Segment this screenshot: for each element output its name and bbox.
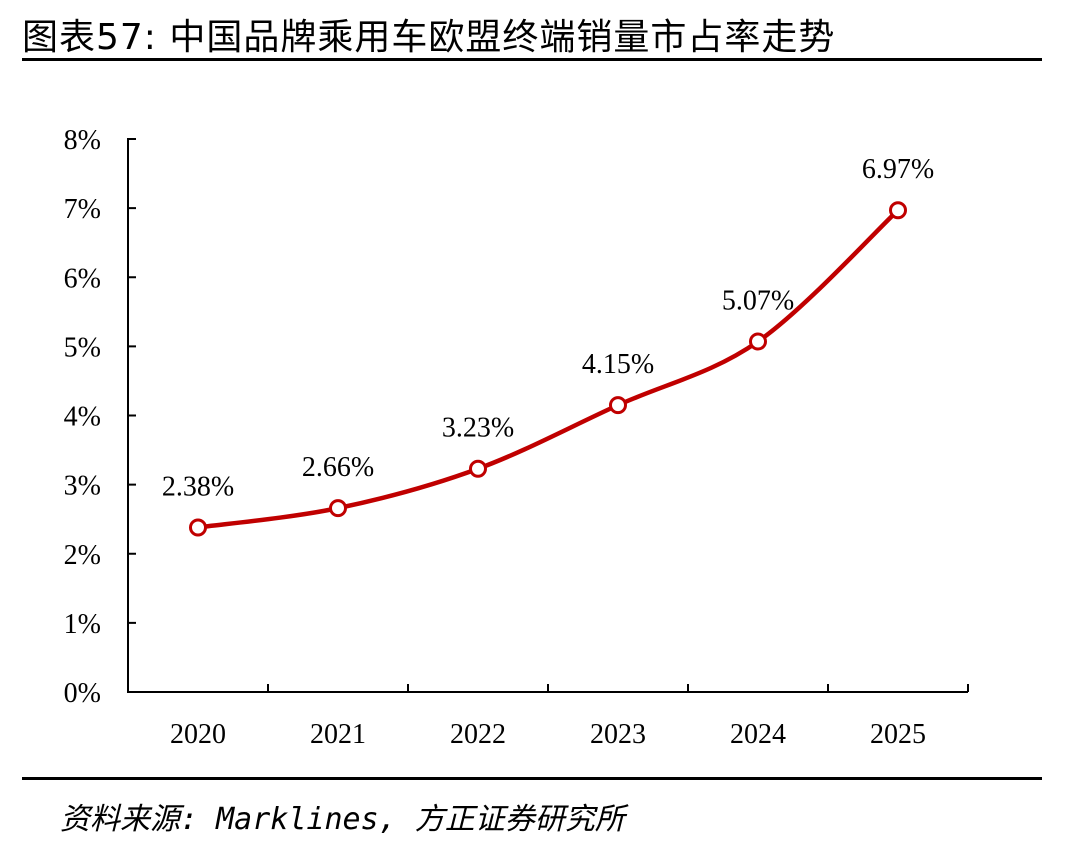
axes: 0% 1% 2% 3% 4% 5% 6% 7% 8% 2020 2021 2022 2023 2024 20… (64, 125, 969, 750)
source-note: 资料来源: Marklines, 方正证券研究所 (60, 802, 625, 837)
x-tick-label: 2020 (170, 719, 226, 750)
figure-title: 图表57: 中国品牌乘用车欧盟终端销量市占率走势 (22, 17, 836, 58)
x-tick-label: 2024 (730, 719, 786, 750)
data-point-marker (469, 459, 487, 478)
data-label: 2.38% (162, 471, 234, 502)
data-label: 5.07% (722, 286, 794, 317)
data-point-marker (329, 499, 347, 518)
data-point-marker (609, 396, 627, 415)
y-tick-label: 6% (64, 263, 101, 294)
data-point-marker (189, 518, 207, 537)
data-point-marker (749, 332, 767, 351)
y-tick-label: 5% (64, 332, 101, 363)
x-tick-label: 2023 (590, 719, 646, 750)
data-label: 4.15% (582, 349, 654, 380)
markers-layer (189, 201, 907, 537)
x-tick-label: 2021 (310, 719, 366, 750)
y-tick-label: 4% (64, 402, 101, 433)
x-tick-label: 2025 (870, 719, 926, 750)
data-labels-layer: 2.38% 2.66% 3.23% 4.15% 5.07% 6.97% (162, 154, 934, 502)
y-tick-label: 2% (64, 540, 101, 571)
x-tick-label: 2022 (450, 719, 506, 750)
y-tick-label: 3% (64, 471, 101, 502)
y-tick-label: 1% (64, 609, 101, 640)
data-label: 3.23% (442, 413, 514, 444)
y-tick-label: 8% (64, 125, 101, 156)
y-tick-label: 7% (64, 194, 101, 225)
data-label: 6.97% (862, 154, 934, 185)
data-label: 2.66% (302, 452, 374, 483)
data-point-marker (889, 201, 907, 220)
title-rule (22, 58, 1042, 61)
source-rule (22, 777, 1042, 780)
y-tick-label: 0% (64, 678, 101, 709)
